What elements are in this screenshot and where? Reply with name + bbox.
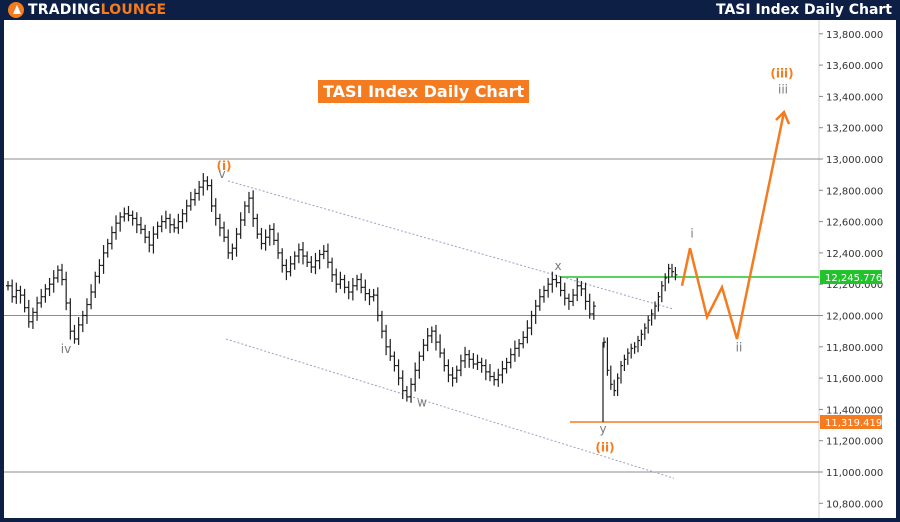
wave-label-8: ii xyxy=(736,340,743,354)
price-marker-label-1: 11,319.419 xyxy=(825,418,882,429)
wave-label-3: w xyxy=(417,395,427,409)
wave-label-10: iii xyxy=(778,82,788,96)
channel-line-0 xyxy=(227,180,675,310)
chart-title: TASI Index Daily Chart xyxy=(318,80,530,103)
wave-label-5: y xyxy=(599,422,606,436)
price-bars xyxy=(6,173,678,423)
wave-label-9: (iii) xyxy=(770,67,793,81)
support-lines xyxy=(560,276,819,423)
y-tick-label-5: 12,800.000 xyxy=(826,186,883,197)
logo-text: TRADINGLOUNGE xyxy=(28,2,166,18)
wave-label-6: (ii) xyxy=(595,441,614,455)
y-tick-label-0: 13,800.000 xyxy=(826,30,883,41)
y-tick-label-14: 11,000.000 xyxy=(826,468,883,479)
y-tick-label-11: 11,600.000 xyxy=(826,374,883,385)
y-tick-label-15: 10,800.000 xyxy=(826,499,883,510)
y-tick-label-10: 11,800.000 xyxy=(826,343,883,354)
y-tick-label-12: 11,400.000 xyxy=(826,405,883,416)
price-marker-badge-1 xyxy=(820,415,882,430)
brand-logo: TRADINGLOUNGE xyxy=(8,1,166,19)
y-tick-label-8: 12,200.000 xyxy=(826,280,883,291)
y-tick-label-2: 13,400.000 xyxy=(826,92,883,103)
wave-label-7: i xyxy=(690,226,693,240)
wave-label-0: (i) xyxy=(216,159,231,173)
y-tick-label-7: 12,400.000 xyxy=(826,249,883,260)
y-tick-label-9: 12,000.000 xyxy=(826,312,883,323)
price-marker-badge-0 xyxy=(820,270,882,285)
y-tick-label-3: 13,200.000 xyxy=(826,124,883,135)
wave-label-4: x xyxy=(554,259,561,273)
wave-projection xyxy=(680,109,791,340)
y-tick-label-6: 12,600.000 xyxy=(826,218,883,229)
logo-text-trading: TRADING xyxy=(28,2,101,18)
y-axis-ticks: 13,800.000 13,600.000 13,400.000 13,200.000… xyxy=(819,30,883,510)
y-tick-label-13: 11,200.000 xyxy=(826,437,883,448)
horizontal-levels xyxy=(4,158,819,473)
price-marker-label-0: 12,245.776 xyxy=(825,273,882,284)
price-axis-area xyxy=(819,20,896,518)
wave-label-1: v xyxy=(218,167,225,181)
projection-arrowhead xyxy=(775,109,791,125)
projection-path xyxy=(680,111,786,340)
header-title: TASI Index Daily Chart xyxy=(715,2,892,18)
y-tick-label-1: 13,600.000 xyxy=(826,61,883,72)
logo-icon xyxy=(8,2,24,18)
wave-label-2: iv xyxy=(61,342,71,356)
y-tick-label-4: 13,000.000 xyxy=(826,155,883,166)
logo-text-lounge: LOUNGE xyxy=(100,2,167,18)
price-markers: 12,245.776 11,319.419 xyxy=(820,270,882,430)
header-bar: TRADINGLOUNGE TASI Index Daily Chart xyxy=(0,0,900,20)
plot-area xyxy=(4,20,819,518)
trend-channel xyxy=(225,180,675,479)
